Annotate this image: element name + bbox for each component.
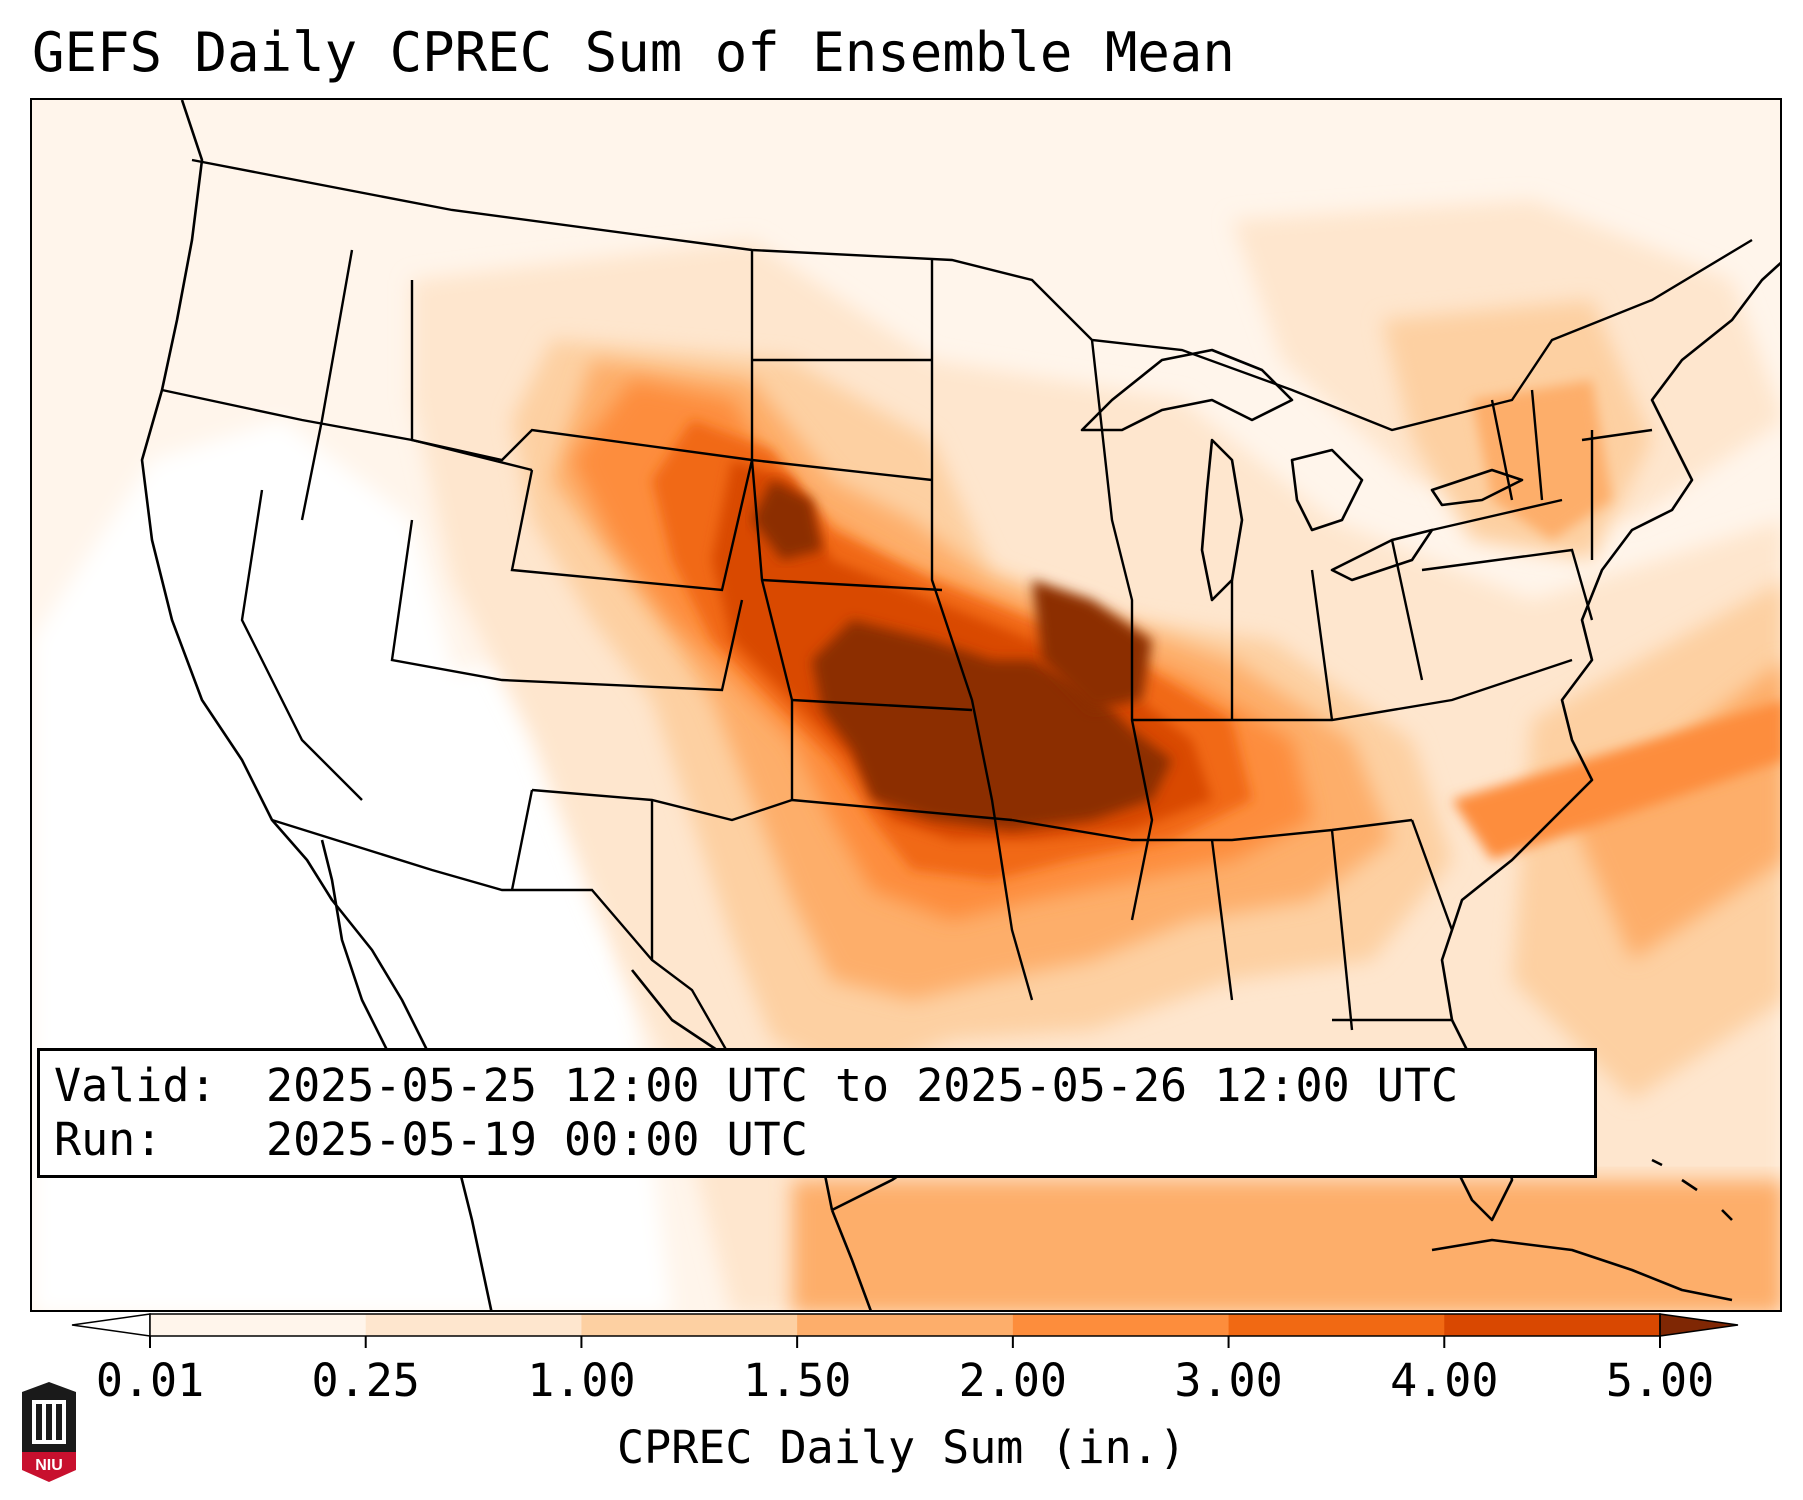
colorbar-tick-label: 4.00 [1390,1354,1499,1407]
precip-shading [32,200,1780,1310]
state-border-northeast [1421,430,1594,621]
state-border-wy-co [510,459,754,592]
bahamas-islands [1651,1158,1733,1221]
lake-michigan [1200,438,1244,602]
lake-erie [1330,528,1434,582]
lake-superior [1080,348,1294,432]
colorbar-tick-label: 1.50 [742,1354,852,1407]
state-border-mississippi-river [1090,339,1154,921]
colorbar-tick-label: 3.00 [1174,1354,1283,1407]
colorbar [71,1313,1739,1348]
colorbar-tick-label: 0.01 [95,1354,205,1407]
colorbar-segment [1444,1314,1661,1336]
basemap-borders [161,158,1753,1101]
colorbar-label: CPREC Daily Sum (in.) [617,1421,1186,1474]
east-coastline [1440,261,1780,1021]
run-value: 2025-05-19 00:00 UTC [266,1113,808,1166]
state-border-new-england [1490,389,1653,501]
colorbar-tick-label: 2.00 [958,1354,1068,1407]
colorbar-segment [797,1314,1014,1336]
colorbar-under-arrow [71,1313,151,1337]
colorbar-tick-label: 0.25 [311,1354,420,1407]
precip-band-200-atlantic [1452,701,1780,860]
lake-ontario [1430,468,1524,507]
state-border-id-mt [300,249,354,521]
precip-band-150-northeast [1472,380,1612,540]
colorbar-segment [581,1314,798,1336]
state-border-nv [240,489,363,801]
run-line: Run: 2025-05-19 00:00 UTC [54,1113,1580,1167]
precip-core-max [812,620,1172,830]
state-border-plains-rows [751,358,1013,822]
colorbar-segments [71,1313,1739,1337]
colorbar-outline [149,1313,1661,1337]
validity-info-box: Valid: 2025-05-25 12:00 UTC to 2025-05-2… [37,1048,1597,1178]
state-border-deep-south [1210,819,1454,1031]
state-border-ut-co [390,519,744,692]
run-label: Run: [54,1113,163,1166]
page-title: GEFS Daily CPREC Sum of Ensemble Mean [32,21,1235,84]
state-border-nm [510,789,654,960]
colorbar-segment [365,1314,582,1336]
valid-value: 2025-05-25 12:00 UTC to 2025-05-26 12:00… [266,1059,1459,1112]
colorbar-tick-label: 1.00 [527,1354,636,1407]
state-border-plains-east [930,260,1034,1001]
valid-label: Valid: [54,1059,217,1112]
colorbar-tick-label: 5.00 [1605,1354,1715,1407]
colorbar-segment [1228,1314,1445,1336]
state-border-nm-tx [531,788,793,822]
valid-line: Valid: 2025-05-25 12:00 UTC to 2025-05-2… [54,1059,1580,1113]
cuba-coastline [1431,1238,1733,1302]
mexico-gulf-coastline [830,1209,872,1310]
niu-logo-text: NIU [35,1457,63,1474]
lake-huron [1290,448,1364,532]
precip-core-max-missouri [1032,580,1152,710]
colorbar-segment [1012,1314,1230,1336]
colorbar-segment [150,1314,367,1336]
colorbar-ticks [149,1336,1661,1348]
state-border-ohio-valley [1230,539,1424,721]
precip-core-max-dakotas [752,480,822,560]
niu-logo-icon: NIU [22,1382,76,1482]
colorbar-over-arrow [1659,1313,1739,1337]
state-border-mt-wy [410,280,753,462]
state-border-or-id-wy [161,388,533,472]
precip-band-150-caribbean [792,1180,1780,1310]
state-border-south-row [1011,818,1413,842]
